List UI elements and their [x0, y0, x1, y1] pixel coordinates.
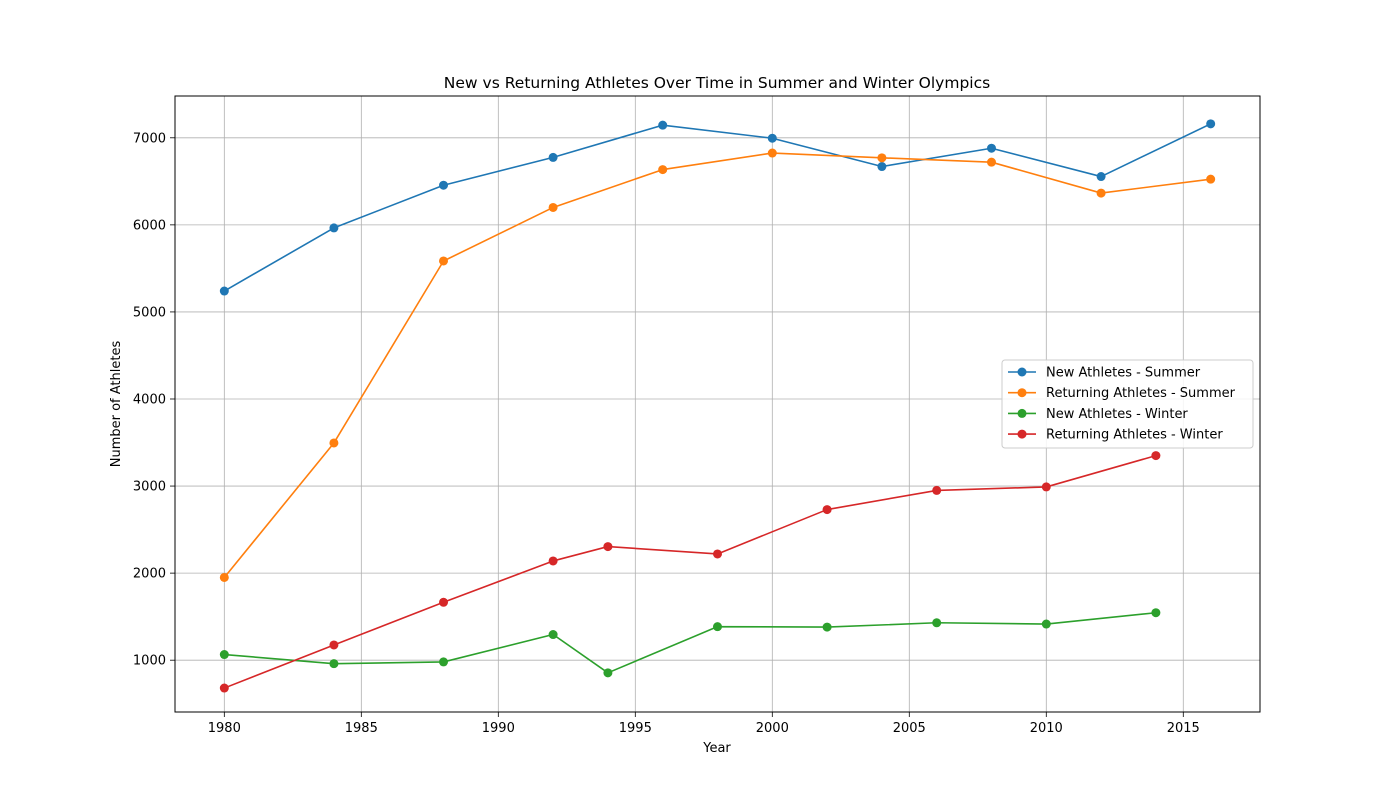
- data-point: [658, 120, 668, 130]
- data-point: [1096, 172, 1106, 182]
- data-point: [1206, 119, 1216, 129]
- x-tick-label: 2000: [756, 721, 789, 736]
- y-tick-label: 6000: [133, 218, 166, 233]
- data-point: [767, 148, 777, 158]
- data-point: [329, 438, 339, 448]
- grid-lines: [175, 96, 1260, 712]
- y-tick-label: 2000: [133, 567, 166, 582]
- data-point: [548, 630, 558, 640]
- data-point: [439, 657, 449, 667]
- series-3: [219, 608, 1161, 678]
- data-point: [1041, 619, 1051, 629]
- data-point: [603, 542, 613, 552]
- legend-item: New Athletes - Winter: [1008, 407, 1188, 422]
- legend-marker: [1017, 408, 1027, 418]
- plot-frame: [174, 95, 1261, 713]
- y-tick-label: 4000: [133, 392, 166, 407]
- data-point: [1151, 608, 1161, 618]
- legend-label: Returning Athletes - Winter: [1046, 428, 1223, 443]
- data-point: [219, 650, 229, 660]
- data-point: [986, 157, 996, 167]
- axes: 1980 1985 1990 1995 2000 2005 2010 2015 1000 2000…: [133, 95, 1261, 736]
- legend: New Athletes - Summer Returning Athletes …: [1001, 359, 1254, 449]
- series-1: [219, 119, 1216, 296]
- data-point: [219, 286, 229, 296]
- x-tick-label: 1985: [345, 721, 378, 736]
- legend-marker: [1017, 388, 1027, 398]
- data-point: [329, 659, 339, 669]
- data-point: [877, 153, 887, 163]
- x-tick-label: 2015: [1167, 721, 1200, 736]
- data-point: [986, 143, 996, 153]
- data-point: [767, 133, 777, 143]
- y-axis-label: Number of Athletes: [109, 341, 124, 468]
- legend-label: Returning Athletes - Summer: [1046, 386, 1236, 401]
- data-point: [822, 622, 832, 632]
- data-point: [713, 549, 722, 559]
- data-point: [658, 165, 668, 175]
- x-axis-label: Year: [702, 741, 731, 756]
- data-point: [548, 202, 558, 212]
- x-tick-label: 1995: [619, 721, 652, 736]
- data-point: [329, 223, 339, 233]
- data-series: [219, 119, 1216, 693]
- data-point: [439, 256, 449, 266]
- data-point: [548, 152, 558, 162]
- data-point: [932, 618, 942, 628]
- y-tick-label: 1000: [133, 654, 166, 669]
- data-point: [932, 485, 942, 495]
- series-4: [219, 451, 1161, 693]
- series-line: [224, 611, 1156, 674]
- data-point: [1096, 188, 1106, 198]
- y-tick-label: 3000: [133, 480, 166, 495]
- data-point: [219, 572, 229, 582]
- data-point: [877, 162, 887, 172]
- data-point: [822, 505, 832, 515]
- data-point: [219, 683, 229, 693]
- x-tick-label: 1990: [482, 721, 515, 736]
- series-line: [223, 152, 1211, 578]
- legend-item: New Athletes - Summer: [1008, 366, 1201, 381]
- data-point: [1206, 174, 1216, 184]
- legend-marker: [1017, 429, 1027, 439]
- data-point: [439, 597, 449, 607]
- legend-box: [1001, 359, 1254, 449]
- x-tick-label: 2010: [1030, 721, 1063, 736]
- legend-marker: [1017, 367, 1027, 377]
- x-tick-label: 2005: [893, 721, 926, 736]
- data-point: [548, 556, 558, 566]
- data-point: [1151, 451, 1161, 461]
- legend-item: Returning Athletes - Summer: [1008, 386, 1236, 401]
- legend-item: Returning Athletes - Winter: [1008, 428, 1223, 443]
- series-line: [224, 454, 1157, 689]
- data-point: [439, 180, 449, 190]
- data-point: [329, 640, 339, 650]
- legend-label: New Athletes - Winter: [1046, 407, 1188, 422]
- series-line: [223, 123, 1212, 292]
- y-tick-label: 7000: [133, 131, 166, 146]
- x-tick-label: 1980: [208, 721, 241, 736]
- y-tick-label: 5000: [133, 305, 166, 320]
- chart-title: New vs Returning Athletes Over Time in S…: [444, 74, 990, 92]
- data-point: [1041, 482, 1051, 492]
- data-point: [713, 622, 722, 632]
- legend-label: New Athletes - Summer: [1046, 366, 1201, 381]
- series-2: [219, 148, 1216, 582]
- data-point: [603, 668, 613, 678]
